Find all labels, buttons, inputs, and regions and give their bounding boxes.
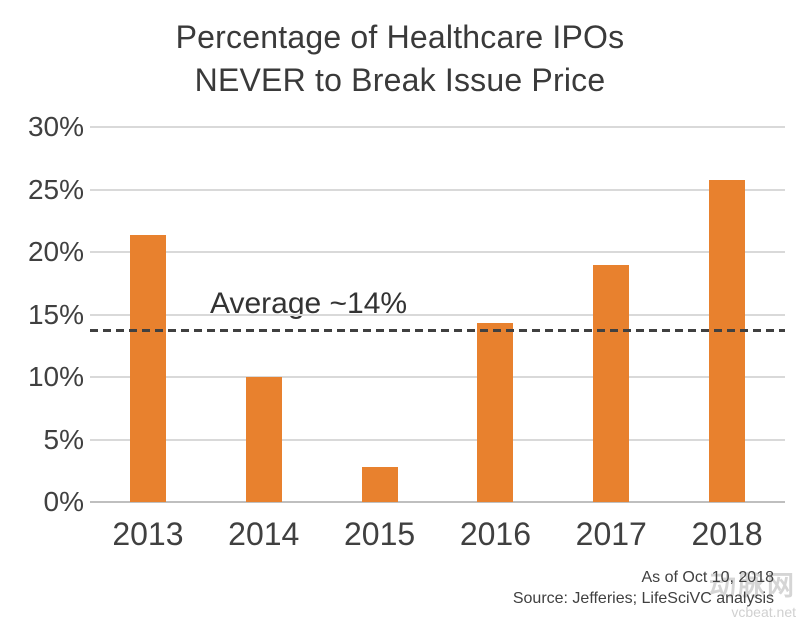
gridline-25: [90, 188, 785, 191]
average-dashed-line: [90, 328, 785, 332]
y-tick-label-30: 30%: [27, 111, 84, 142]
average-annotation: Average ~14%: [210, 287, 408, 320]
y-tick-label-20: 20%: [27, 236, 84, 267]
gridline-20: [90, 251, 785, 253]
source-line: Source: Jefferies; LifeSciVC analysis: [512, 590, 774, 607]
x-axis: 2013 2014 2015 2016 2017 2018: [90, 516, 785, 558]
gridline-30: [90, 126, 785, 128]
bar-2013: [129, 234, 166, 502]
as-of-date: As of Oct 10, 2018: [641, 569, 774, 586]
bar-2015: [361, 467, 398, 502]
bar-2014: [245, 377, 282, 502]
gridline-15: [90, 313, 785, 316]
y-tick-label-5: 5%: [43, 423, 84, 455]
x-tick-label-2015: 2015: [343, 516, 416, 552]
y-tick-label-10: 10%: [27, 361, 84, 392]
x-tick-label-2018: 2018: [691, 516, 763, 552]
chart-title-line1: Percentage of Healthcare IPOs: [175, 19, 625, 55]
gridline-5: [90, 438, 785, 441]
plot-area: Average ~14%: [90, 126, 785, 503]
y-axis: 0% 5% 10% 15% 20% 25% 30%: [0, 111, 84, 517]
bar-2017: [593, 264, 630, 502]
y-tick-label-25: 25%: [27, 173, 84, 205]
bar-2016: [477, 323, 514, 502]
x-tick-label-2014: 2014: [228, 516, 300, 552]
gridline-10: [90, 376, 785, 378]
source-note: As of Oct 10, 2018 Source: Jefferies; Li…: [513, 567, 774, 609]
y-tick-label-0: 0%: [43, 486, 84, 517]
x-tick-label-2013: 2013: [112, 516, 184, 552]
chart-title: Percentage of Healthcare IPOs NEVER to B…: [0, 16, 800, 102]
x-axis-line: [90, 501, 785, 503]
chart-title-line2: NEVER to Break Issue Price: [194, 62, 606, 98]
y-tick-label-15: 15%: [27, 298, 84, 330]
x-tick-label-2017: 2017: [575, 516, 647, 552]
x-tick-label-2016: 2016: [459, 516, 531, 552]
bar-2018: [709, 179, 746, 502]
